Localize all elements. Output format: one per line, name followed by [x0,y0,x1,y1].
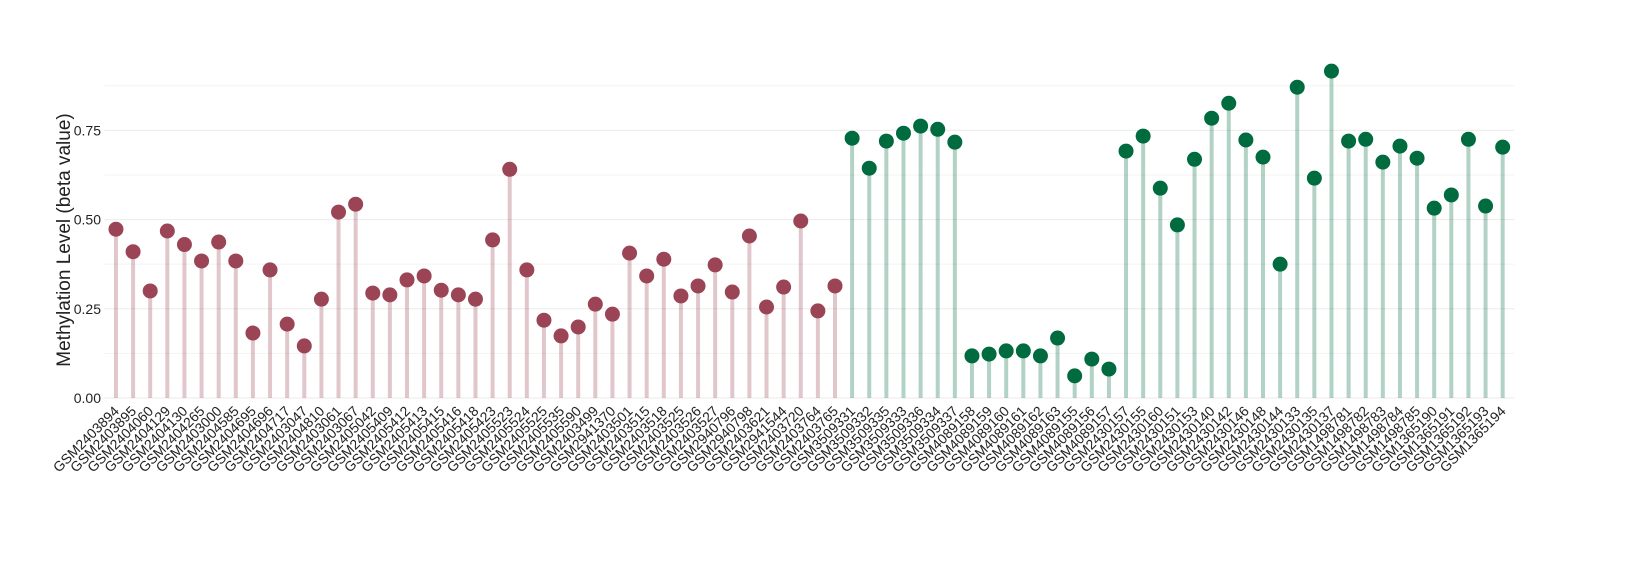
dot [125,244,141,260]
dot [485,232,501,248]
dot [930,121,946,137]
dot [895,125,911,141]
dot [296,338,312,354]
dot [382,287,398,303]
dot [1238,132,1254,148]
dot [810,303,826,319]
dot [331,204,347,220]
dot [947,134,963,150]
dot [570,319,586,335]
dot [1358,131,1374,147]
dot [1135,128,1151,144]
dot [1306,170,1322,186]
dot [673,288,689,304]
dot [416,268,432,284]
dot [1152,180,1168,196]
dot [194,253,210,269]
dot [1289,79,1305,95]
dot [433,282,449,298]
dot [1495,139,1511,155]
dot [467,291,483,307]
dot [981,346,997,362]
dot [159,223,175,239]
dot [844,130,860,146]
dot [707,257,723,273]
dot [1255,149,1271,165]
dot [690,278,706,294]
dot [1032,348,1048,364]
dot [1375,154,1391,170]
dot [1015,343,1031,359]
dot [108,221,124,237]
dot [759,299,775,315]
dot [1169,217,1185,233]
dot [1272,256,1288,272]
dot [998,343,1014,359]
dot [1443,187,1459,203]
dot [639,268,655,284]
y-tick-label: 0.75 [74,122,101,138]
dot [279,316,295,332]
dot [313,291,329,307]
dot [142,283,158,299]
dot [964,348,980,364]
dot [1084,351,1100,367]
dot [1478,198,1494,214]
dot [348,196,364,212]
dot [553,328,569,344]
y-tick-label: 0.00 [74,390,101,406]
dot [1341,133,1357,149]
dot [724,284,740,300]
dot [622,245,638,261]
dot [1101,361,1117,377]
dot [1118,143,1134,159]
dot [502,161,518,177]
y-tick-label: 0.50 [74,212,101,228]
dot [519,262,535,278]
dot [262,262,278,278]
dot [536,312,552,328]
dot [587,296,603,312]
dot [913,118,929,134]
dot [399,272,415,288]
dot [1460,131,1476,147]
dot [1221,95,1237,111]
dot [604,306,620,322]
y-axis-label: Methylation Level (beta value) [54,113,75,366]
dot [1426,200,1442,216]
dot [1323,63,1339,79]
dot [1187,151,1203,167]
dot [1392,138,1408,154]
dot [365,285,381,301]
y-tick-label: 0.25 [74,301,101,317]
dot [793,213,809,229]
dot [656,251,672,267]
dot [245,325,261,341]
dot [878,133,894,149]
dot [450,287,466,303]
dot [1409,150,1425,166]
dot [827,278,843,294]
dot [1050,330,1066,346]
dot [228,253,244,269]
dot [861,160,877,176]
dot [176,237,192,253]
dot [1204,110,1220,126]
dot [1067,368,1083,384]
dot [776,279,792,295]
dot [211,234,227,250]
dot [741,228,757,244]
